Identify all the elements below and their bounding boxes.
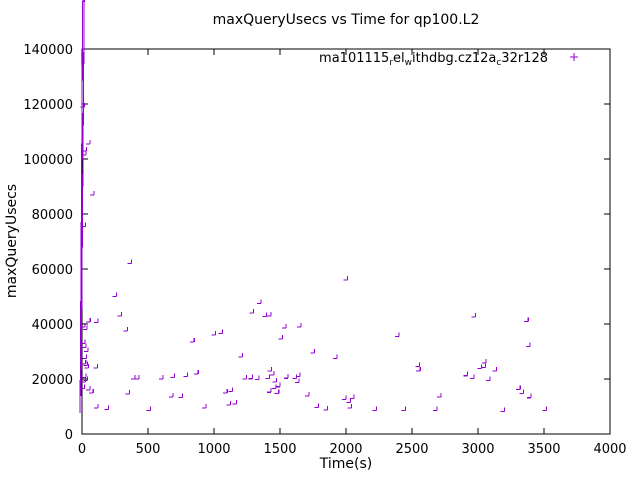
x-tick-label: 500 <box>136 442 161 457</box>
y-tick-label: 100000 <box>23 153 73 168</box>
y-tick-label: 80000 <box>32 208 73 223</box>
y-tick-label: 40000 <box>32 318 73 333</box>
data-points-layer <box>79 0 548 413</box>
y-tick-label: 140000 <box>23 43 73 58</box>
left-edge-cluster <box>80 0 85 397</box>
legend-marker-plus-icon <box>570 53 578 61</box>
legend-series-label: ma101115relwithdbg.cz12ac32r128 <box>319 51 548 68</box>
chart-legend: ma101115relwithdbg.cz12ac32r128 <box>319 51 578 68</box>
x-tick-label: 3000 <box>461 442 494 457</box>
x-tick-label: 3500 <box>527 442 560 457</box>
y-axis-ticks: 0 20000 40000 60000 80000 100000 120000 140000 <box>23 43 610 443</box>
x-axis-title: Time(s) <box>319 456 372 472</box>
x-tick-label: 4000 <box>593 442 626 457</box>
x-tick-label: 1500 <box>263 442 296 457</box>
baseline-density-band <box>79 0 84 413</box>
y-tick-label: 20000 <box>32 373 73 388</box>
x-tick-label: 2000 <box>329 442 362 457</box>
y-tick-label: 120000 <box>23 98 73 113</box>
y-tick-label: 0 <box>65 428 73 443</box>
x-tick-label: 2500 <box>395 442 428 457</box>
y-tick-label: 60000 <box>32 263 73 278</box>
y-axis-title: maxQueryUsecs <box>4 184 20 298</box>
outlier-points <box>80 102 548 412</box>
x-tick-label: 0 <box>78 442 86 457</box>
x-tick-label: 1000 <box>197 442 230 457</box>
x-axis-ticks: 0 500 1000 1500 2000 2500 3000 3500 4000 <box>78 49 627 457</box>
chart-title: maxQueryUsecs vs Time for qp100.L2 <box>213 12 480 28</box>
